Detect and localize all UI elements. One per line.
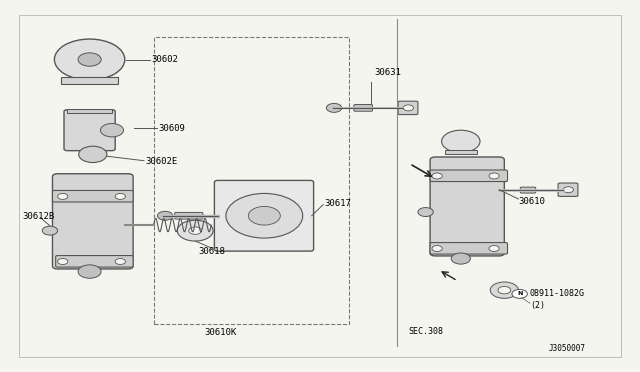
Text: N: N [517, 291, 522, 296]
Text: SEC.308: SEC.308 [408, 327, 444, 336]
Circle shape [451, 253, 470, 264]
FancyBboxPatch shape [430, 170, 508, 182]
Circle shape [78, 265, 101, 278]
Circle shape [442, 130, 480, 153]
FancyBboxPatch shape [398, 101, 418, 115]
Text: 30610K: 30610K [205, 328, 237, 337]
Circle shape [432, 246, 442, 251]
FancyBboxPatch shape [214, 180, 314, 251]
FancyBboxPatch shape [52, 190, 133, 202]
Text: 30602E: 30602E [145, 157, 177, 166]
FancyBboxPatch shape [64, 110, 115, 151]
FancyBboxPatch shape [56, 256, 133, 267]
Circle shape [418, 208, 433, 217]
Circle shape [157, 211, 173, 220]
FancyBboxPatch shape [61, 77, 118, 84]
Circle shape [115, 193, 125, 199]
FancyBboxPatch shape [175, 212, 203, 219]
FancyBboxPatch shape [445, 150, 477, 154]
Text: 30618: 30618 [198, 247, 225, 256]
FancyBboxPatch shape [558, 183, 578, 196]
FancyBboxPatch shape [52, 174, 133, 269]
FancyBboxPatch shape [19, 15, 621, 357]
Text: 30602: 30602 [152, 55, 179, 64]
Circle shape [79, 146, 107, 163]
Circle shape [226, 193, 303, 238]
Circle shape [490, 282, 518, 298]
FancyBboxPatch shape [430, 157, 504, 256]
Circle shape [42, 226, 58, 235]
Circle shape [512, 289, 527, 298]
Circle shape [498, 286, 511, 294]
Circle shape [489, 246, 499, 251]
FancyBboxPatch shape [354, 105, 372, 111]
Text: 30609: 30609 [158, 124, 185, 133]
Circle shape [177, 220, 213, 241]
Text: 30617: 30617 [324, 199, 351, 208]
Circle shape [432, 173, 442, 179]
Text: 30610: 30610 [518, 197, 545, 206]
Text: 30631: 30631 [374, 68, 401, 77]
Circle shape [563, 187, 573, 193]
Circle shape [403, 105, 413, 111]
Text: 30612B: 30612B [22, 212, 54, 221]
FancyBboxPatch shape [430, 243, 508, 254]
Text: J3050007: J3050007 [549, 344, 586, 353]
Circle shape [58, 259, 68, 264]
Text: 08911-1082G: 08911-1082G [530, 289, 585, 298]
Text: (2): (2) [530, 301, 545, 310]
Circle shape [54, 39, 125, 80]
Circle shape [100, 124, 124, 137]
FancyBboxPatch shape [67, 109, 112, 113]
FancyBboxPatch shape [520, 187, 536, 193]
Circle shape [326, 103, 342, 112]
Circle shape [189, 227, 202, 234]
Circle shape [489, 173, 499, 179]
Circle shape [248, 206, 280, 225]
Circle shape [78, 53, 101, 66]
Circle shape [58, 193, 68, 199]
Circle shape [115, 259, 125, 264]
